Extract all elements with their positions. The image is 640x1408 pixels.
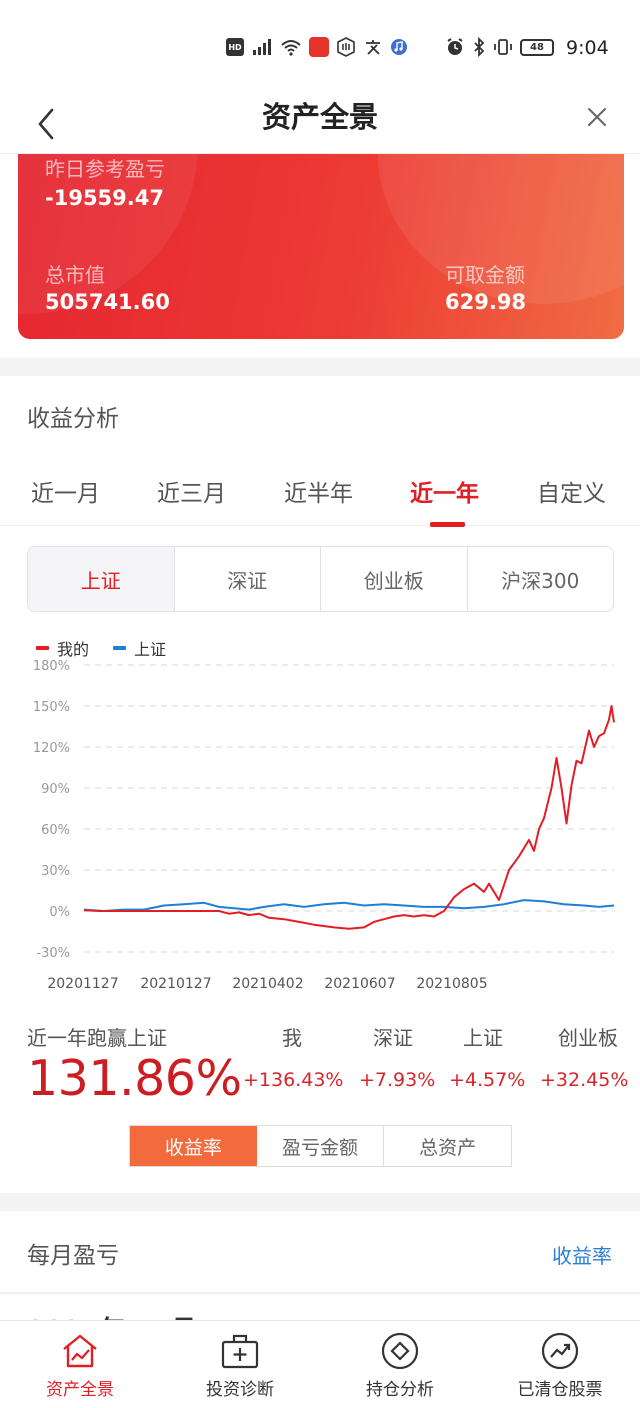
4g-signal-icon: [251, 37, 273, 57]
benchmark-cyb[interactable]: 创业板: [321, 547, 468, 611]
y-tick-label: 30%: [41, 864, 70, 879]
section-divider: [0, 1193, 640, 1211]
compare-label-mine: 我: [282, 1026, 302, 1050]
y-tick-label: 90%: [41, 782, 70, 797]
monthly-pnl-title: 每月盈亏: [27, 1243, 119, 1269]
battery-level: 48: [530, 41, 544, 53]
x-tick-label: 20210607: [324, 976, 395, 992]
legend-label: 上证: [134, 640, 167, 659]
page-title: 资产全景: [261, 100, 378, 134]
tab-1y[interactable]: 近一年: [410, 481, 479, 507]
outperform-value: 131.86%: [27, 1050, 242, 1107]
chevron-left-icon: [38, 108, 54, 140]
x-tick-label: 20210402: [232, 976, 303, 992]
y-tick-label: 60%: [41, 823, 70, 838]
withdrawable-label: 可取金额: [445, 263, 525, 287]
compare-label-sh: 上证: [463, 1026, 503, 1050]
tab-custom[interactable]: 自定义: [537, 481, 606, 507]
app-notification-icon: [309, 37, 329, 57]
tab-3m[interactable]: 近三月: [157, 481, 226, 507]
tab-1m[interactable]: 近一月: [31, 481, 100, 507]
status-bar: HD: [0, 0, 640, 90]
market-value-label: 总市值: [45, 263, 105, 287]
yesterday-pnl-label: 昨日参考盈亏: [45, 157, 165, 181]
tab-6m[interactable]: 近半年: [284, 481, 353, 507]
yesterday-pnl-value: -19559.47: [45, 186, 164, 210]
clock: 9:04: [566, 37, 609, 59]
nav-label: 已清仓股票: [517, 1380, 603, 1400]
y-tick-label: 120%: [33, 741, 70, 756]
wifi-icon: [280, 37, 302, 57]
bottom-nav: 资产全景 投资诊断 持仓分析 已清仓股票: [0, 1320, 640, 1408]
nav-position-analysis[interactable]: 持仓分析: [320, 1321, 480, 1408]
asset-overview-icon: [63, 1334, 97, 1368]
x-tick-label: 20210805: [416, 976, 487, 992]
y-tick-label: 180%: [33, 659, 70, 674]
back-button[interactable]: [30, 100, 70, 144]
chart-legend: 我的 上证: [36, 636, 166, 660]
legend-item-mine: 我的: [36, 636, 89, 660]
translate-icon: [363, 37, 383, 57]
battery-icon: 48: [520, 38, 554, 56]
compare-value-sh: +4.57%: [449, 1069, 526, 1091]
diagnosis-kit-icon: [221, 1334, 259, 1369]
hand-icon: [336, 37, 356, 57]
series-line-sh: [83, 899, 615, 912]
series-line-mine: [83, 705, 615, 930]
nav-label: 资产全景: [46, 1380, 114, 1400]
benchmark-selector: 上证 深证 创业板 沪深300: [27, 546, 614, 612]
metric-total-assets[interactable]: 总资产: [419, 1136, 477, 1159]
nav-cleared-stocks[interactable]: 已清仓股票: [480, 1321, 640, 1408]
nav-diagnosis[interactable]: 投资诊断: [160, 1321, 320, 1408]
x-tick-label: 20210127: [140, 976, 211, 992]
active-tab-indicator: [430, 522, 465, 527]
legend-swatch-blue: [113, 646, 127, 650]
bluetooth-icon: [472, 37, 486, 57]
music-icon: [390, 37, 408, 57]
divider: [0, 1292, 640, 1294]
x-tick-label: 20201127: [47, 976, 118, 992]
benchmark-sz[interactable]: 深证: [174, 547, 321, 611]
asset-summary-card: 昨日参考盈亏 -19559.47 总市值 505741.60 可取金额 629.…: [18, 154, 624, 339]
withdrawable-value: 629.98: [445, 290, 527, 314]
hd-icon: HD: [226, 38, 244, 56]
legend-label: 我的: [57, 640, 90, 659]
returns-chart: 180% 150% 120% 90% 60% 30% 0% -30% 20201127 20210…: [33, 659, 615, 992]
outperform-label: 近一年跑赢上证: [27, 1026, 167, 1050]
metric-return-rate[interactable]: 收益率: [130, 1126, 257, 1166]
nav-asset-overview[interactable]: 资产全景: [0, 1321, 160, 1408]
cleared-stocks-icon: [541, 1332, 579, 1370]
monthly-return-rate-link[interactable]: 收益率: [552, 1244, 612, 1268]
compare-label-sz: 深证: [373, 1026, 413, 1050]
benchmark-sh[interactable]: 上证: [28, 547, 175, 611]
compare-value-cyb: +32.45%: [540, 1069, 629, 1091]
compare-label-cyb: 创业板: [558, 1026, 618, 1050]
nav-label: 持仓分析: [366, 1380, 434, 1400]
period-tabs: 近一月 近三月 近半年 近一年 自定义: [0, 460, 640, 526]
close-button[interactable]: [582, 102, 612, 132]
legend-swatch-red: [36, 646, 49, 650]
position-analysis-icon: [381, 1332, 419, 1370]
y-tick-label: 0%: [49, 905, 70, 920]
compare-value-sz: +7.93%: [359, 1069, 436, 1091]
metric-selector: 收益率 盈亏金额 总资产: [129, 1125, 512, 1167]
compare-value-mine: +136.43%: [243, 1069, 344, 1091]
market-value: 505741.60: [45, 290, 170, 314]
y-tick-label: 150%: [33, 700, 70, 715]
nav-bar: 资产全景: [0, 88, 640, 154]
y-tick-label: -30%: [36, 946, 70, 961]
benchmark-hs300[interactable]: 沪深300: [467, 547, 613, 611]
nav-label: 投资诊断: [206, 1380, 274, 1400]
legend-item-sh: 上证: [113, 636, 166, 660]
alarm-icon: [445, 37, 465, 57]
close-icon: [588, 108, 606, 126]
vibrate-icon: [493, 37, 513, 57]
section-divider: [0, 358, 640, 376]
analysis-title: 收益分析: [27, 406, 119, 432]
metric-pnl-amount[interactable]: 盈亏金额: [257, 1126, 385, 1166]
